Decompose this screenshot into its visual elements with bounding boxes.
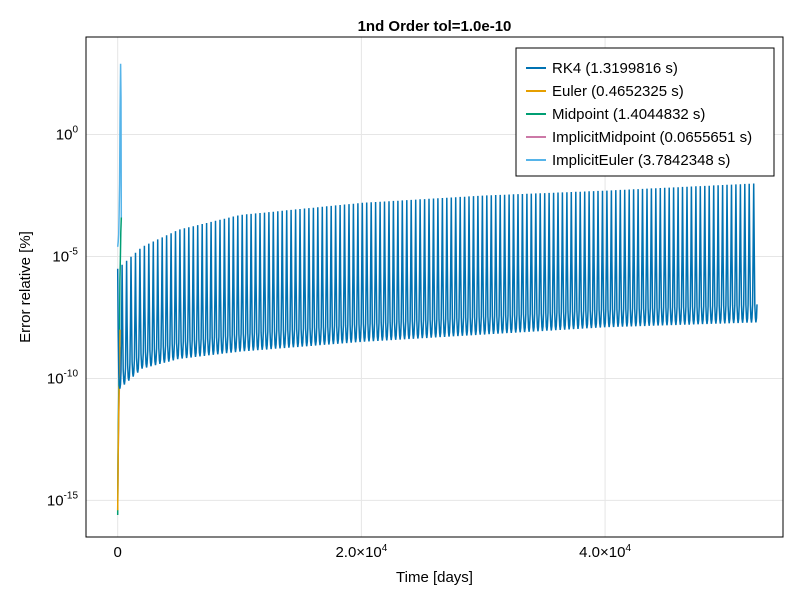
y-axis-label: Error relative [%] <box>17 231 34 343</box>
legend-entry: Midpoint (1.4044832 s) <box>552 106 705 123</box>
tick-labels: 0 2.0×104 4.0×104 100 10-5 10-10 10-15 <box>47 125 632 561</box>
chart-title: 1nd Order tol=1.0e-10 <box>358 18 512 35</box>
x-tick-label: 4.0×104 <box>579 543 631 561</box>
legend-entry: Euler (0.4652325 s) <box>552 83 684 100</box>
series-line-1 <box>116 329 121 511</box>
y-tick-label: 10-10 <box>47 368 79 387</box>
plot-frame <box>85 36 784 538</box>
legend-entry: ImplicitMidpoint (0.0655651 s) <box>552 129 752 146</box>
legend-box <box>515 47 775 177</box>
series-layer <box>116 63 758 516</box>
legend-entry: RK4 (1.3199816 s) <box>552 60 678 77</box>
y-tick-label: 100 <box>56 125 79 144</box>
legend-entry: ImplicitEuler (3.7842348 s) <box>552 152 730 169</box>
y-tick-label: 10-15 <box>47 490 79 509</box>
series-line-0 <box>116 183 758 389</box>
y-tick-label: 10-5 <box>52 247 78 266</box>
x-tick-label: 2.0×104 <box>335 543 387 561</box>
series-line-4 <box>116 63 123 247</box>
x-tick-label: 0 <box>114 544 122 561</box>
x-axis-label: Time [days] <box>396 569 473 586</box>
legend: RK4 (1.3199816 s) Euler (0.4652325 s) Midp… <box>515 47 775 177</box>
